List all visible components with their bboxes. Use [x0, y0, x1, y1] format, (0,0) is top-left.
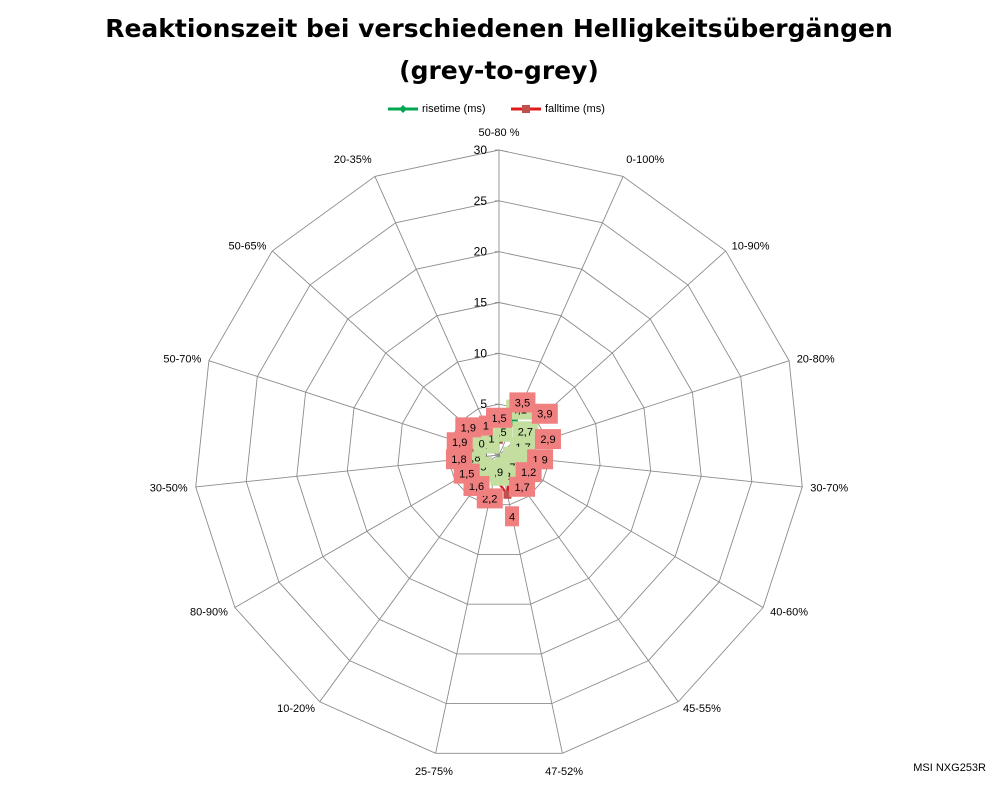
- grid-ring: [195, 149, 803, 754]
- legend-label-falltime: falltime (ms): [545, 103, 605, 115]
- chart-title-line-2: (grey-to-grey): [399, 56, 599, 85]
- category-label: 40-60%: [770, 607, 808, 619]
- grid-spoke: [374, 176, 500, 456]
- category-label: 50-80 %: [479, 127, 520, 139]
- grid-ring: [245, 200, 753, 705]
- data-label-text: 2,9: [540, 434, 555, 446]
- grid-ring: [397, 352, 601, 555]
- data-label-background: [512, 421, 539, 442]
- tick-label: 25: [474, 194, 488, 208]
- tick-label: 10: [474, 346, 488, 360]
- legend-marker-falltime-icon: [511, 105, 541, 113]
- data-label-text: 4: [509, 511, 515, 523]
- data-label-text: 3,5: [515, 397, 530, 409]
- category-label: 25-75%: [415, 766, 453, 778]
- falltime-marker: [503, 490, 512, 499]
- category-label: 50-70%: [163, 353, 201, 365]
- falltime-data-label: 4: [505, 506, 520, 527]
- data-label-background: [445, 449, 472, 470]
- data-label-background: [455, 417, 482, 438]
- data-label-text: 3,9: [537, 409, 552, 421]
- falltime-data-label: 1,8: [445, 449, 472, 470]
- grid-ring: [346, 302, 652, 605]
- chart-title: Reaktionszeit bei verschiedenen Helligke…: [0, 8, 998, 92]
- data-label-text: 1: [489, 433, 495, 445]
- category-label: 20-35%: [334, 154, 372, 166]
- legend-marker-risetime-icon: [388, 105, 418, 113]
- grid-spoke: [319, 454, 500, 703]
- falltime-data-label: 1,9: [455, 417, 482, 438]
- category-label: 10-20%: [277, 703, 315, 715]
- tick-label: 15: [474, 296, 488, 310]
- category-label: 45-55%: [683, 703, 721, 715]
- data-label-background: [478, 415, 493, 436]
- data-labels: 1,54,12,71,70,90,80,71,30,911,51,81,90,9…: [445, 392, 561, 527]
- category-label: 30-70%: [810, 483, 848, 495]
- tick-label: 30: [474, 143, 488, 157]
- data-label-text: 2,2: [482, 493, 497, 505]
- data-label-background: [531, 403, 558, 424]
- data-label-background: [505, 506, 520, 527]
- data-label-text: 2,7: [518, 426, 533, 438]
- data-label-text: 1,2: [521, 467, 536, 479]
- category-label: 47-52%: [545, 766, 583, 778]
- watermark-text: MSI NXG253R: [913, 762, 986, 774]
- data-label-background: [509, 476, 536, 497]
- category-label: 10-90%: [732, 241, 770, 253]
- data-label-text: 1,9: [461, 422, 476, 434]
- category-label: 30-50%: [150, 483, 188, 495]
- tick-label: 20: [474, 245, 488, 259]
- tick-label: 5: [480, 397, 487, 411]
- legend-label-risetime: risetime (ms): [422, 103, 486, 115]
- category-label: 50-65%: [228, 241, 266, 253]
- data-label-text: 1,8: [451, 454, 466, 466]
- category-label: 20-80%: [797, 353, 835, 365]
- data-label-text: 1: [483, 421, 489, 433]
- data-label-text: 1,9: [452, 437, 467, 449]
- data-label-background: [534, 429, 561, 450]
- grid-spoke: [498, 454, 764, 608]
- falltime-data-label: 3,5: [509, 392, 536, 413]
- category-label: 80-90%: [190, 607, 228, 619]
- risetime-data-label: 2,7: [512, 421, 539, 442]
- radial-axis: 051015202530: [474, 143, 499, 462]
- grid-spoke: [498, 454, 563, 754]
- data-label-text: 1,6: [469, 481, 484, 493]
- data-label-background: [509, 392, 536, 413]
- chart-title-line-1: Reaktionszeit bei verschiedenen Helligke…: [105, 14, 893, 43]
- category-labels: 50-80 % 0-100% 10-90% 20-80% 30-70% 40-60% 45-…: [150, 127, 849, 778]
- falltime-data-label: 1,7: [509, 476, 536, 497]
- grid-ring: [296, 251, 702, 655]
- data-label-text: 1,5: [491, 413, 506, 425]
- falltime-data-label: 1: [478, 415, 493, 436]
- falltime-data-label: 2,9: [534, 429, 561, 450]
- category-label: 0-100%: [626, 154, 664, 166]
- falltime-data-label: 3,9: [531, 403, 558, 424]
- data-label-text: 1,5: [459, 469, 474, 481]
- data-label-text: 1,7: [514, 482, 529, 494]
